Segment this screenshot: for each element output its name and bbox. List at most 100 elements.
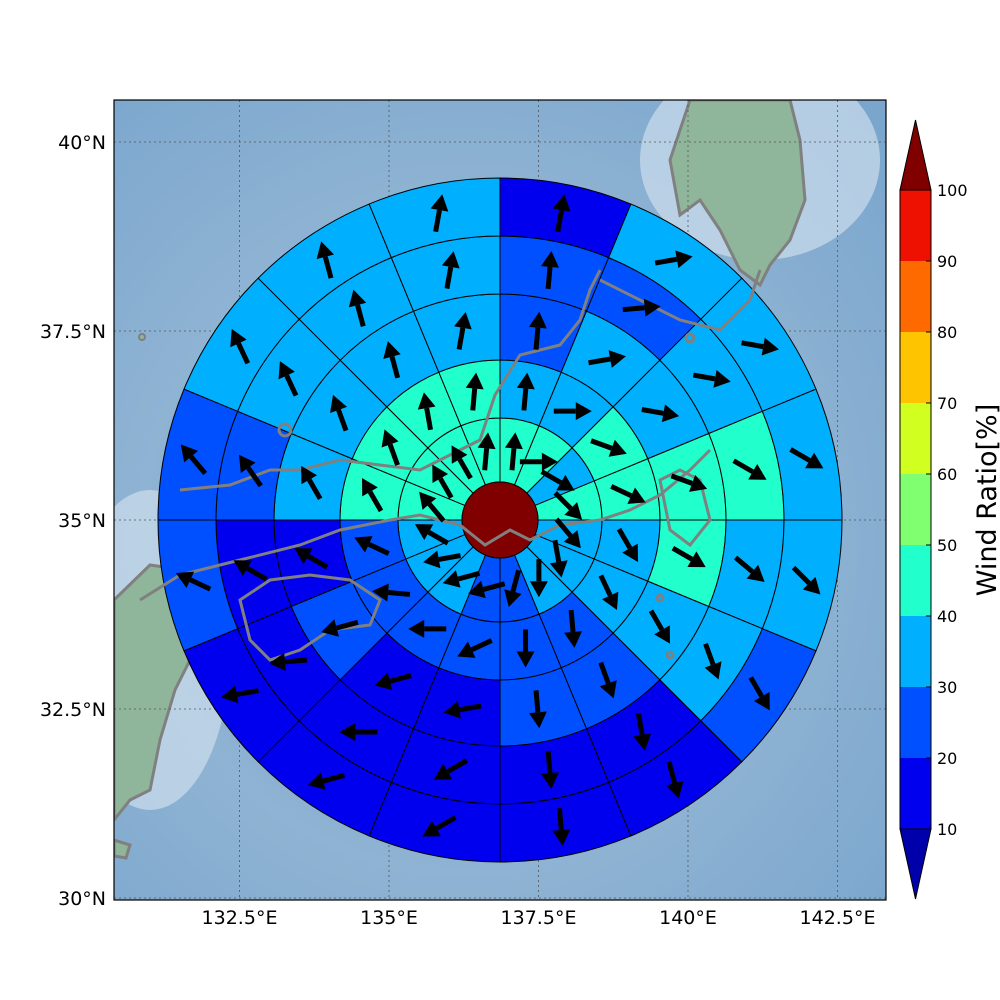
wind-arrow-head <box>805 452 824 469</box>
wind-arrow-shaft <box>610 484 633 498</box>
wind-arrow-head <box>414 524 434 540</box>
wind-arrow-head <box>348 289 367 308</box>
lon-tick-label: 140°E <box>659 907 717 929</box>
wind-arrow-shaft <box>427 502 446 523</box>
wind-arrow-shaft <box>568 609 576 633</box>
wind-arrow-head <box>175 571 195 588</box>
colorbar-segment <box>900 687 931 758</box>
wind-arrow-head <box>802 576 821 595</box>
wind-arrow-head <box>230 328 247 348</box>
colorbar-frame <box>899 189 932 830</box>
wind-arrow-shaft <box>791 565 811 585</box>
wind-arrow-head <box>552 194 571 212</box>
wind-arrow-head <box>516 651 535 668</box>
wind-arrow-shaft <box>470 638 493 653</box>
wind-arrow-shaft <box>641 407 664 416</box>
colorbar-segment <box>900 190 931 261</box>
wind-arrow-shaft <box>433 209 442 233</box>
colorbar-segment <box>900 403 931 474</box>
wind-arrow-head <box>753 691 770 711</box>
wind-arrow-shaft <box>654 256 678 266</box>
wind-arrow-head <box>575 402 592 421</box>
lat-tick-label: 30°N <box>58 888 106 910</box>
wind-arrow-shaft <box>692 372 716 382</box>
colorbar-tick-label: 40 <box>937 607 957 626</box>
wind-arrow-head <box>627 487 646 504</box>
wind-arrow-head <box>761 337 779 356</box>
wind-arrow-head <box>599 680 617 699</box>
wind-arrow-head <box>430 194 449 212</box>
lat-tick-label: 35°N <box>58 510 106 532</box>
wind-arrow-head <box>307 772 326 790</box>
latitude-labels: 40°N 37.5°N 35°N 32.5°N 30°N <box>40 132 106 910</box>
wind-arrow-shaft <box>306 553 329 570</box>
wind-arrow-head <box>269 652 286 671</box>
wind-arrow-shaft <box>246 566 268 582</box>
wind-arrow-head <box>602 591 619 610</box>
center-cell <box>461 481 539 559</box>
wind-arrow-shaft <box>246 466 263 488</box>
wind-arrow-shaft <box>732 458 754 474</box>
wind-arrow-head <box>374 672 393 690</box>
wind-arrow-head <box>665 780 684 799</box>
colorbar: 10 20 30 40 50 60 70 80 90 100 <box>899 119 968 900</box>
coastline-overlay <box>139 269 762 662</box>
wind-arrow-head <box>748 463 767 480</box>
wind-arrow-head <box>233 560 252 577</box>
wind-arrow-head <box>372 583 389 602</box>
wind-arrow-shaft <box>741 340 764 350</box>
lat-tick-label: 32.5°N <box>40 699 106 721</box>
wind-arrow-shaft <box>590 438 613 451</box>
wind-arrow-shaft <box>552 539 562 563</box>
wind-arrow-head <box>622 543 638 563</box>
wind-arrow-shaft <box>670 473 693 486</box>
colorbar-tick-label: 80 <box>937 323 957 342</box>
wind-arrow-shaft <box>438 553 461 562</box>
coastline-islet-4 <box>684 332 696 344</box>
coastline-honshu-east <box>599 269 762 332</box>
wind-arrow-head <box>316 241 335 260</box>
wind-arrow-shaft <box>355 304 366 327</box>
wind-arrow-shaft <box>556 807 564 831</box>
wind-arrow-shaft <box>533 690 541 713</box>
wind-arrow-shaft <box>307 478 323 501</box>
wind-arrow-head <box>467 580 486 599</box>
wind-arrow-shaft <box>236 342 251 365</box>
wind-arrow-shaft <box>554 517 573 538</box>
wind-arrow-shaft <box>545 750 553 774</box>
wind-arrow-shaft <box>671 545 694 562</box>
wind-arrow-shaft <box>444 266 454 290</box>
wind-arrow-shaft <box>389 673 412 684</box>
wind-arrow-head <box>704 661 722 680</box>
wind-arrow-head <box>689 474 708 492</box>
wind-arrow-shaft <box>748 676 764 698</box>
lat-tick-label: 37.5°N <box>40 321 106 343</box>
wind-arrow-shaft <box>588 356 611 366</box>
wind-arrow-head <box>687 551 706 568</box>
wind-arrow-head <box>552 829 571 846</box>
wind-arrow-head <box>180 444 198 463</box>
colorbar-tick-label: 100 <box>937 181 968 200</box>
land-island-small <box>138 333 146 341</box>
wind-arrow-shaft <box>389 355 401 379</box>
wind-arrow-head <box>321 619 339 637</box>
colorbar-segment <box>900 758 931 829</box>
wind-arrow-head <box>457 641 476 658</box>
lon-tick-label: 142.5°E <box>800 907 876 929</box>
wind-arrow-shaft <box>789 447 811 463</box>
wind-arrow-head <box>529 581 548 598</box>
wind-arrow-shaft <box>438 477 454 499</box>
wind-arrow-shaft <box>598 574 613 597</box>
wind-arrow-shaft <box>367 542 390 556</box>
wind-arrow-head <box>221 685 239 704</box>
wind-arrow-shaft <box>457 570 481 582</box>
colorbar-segment <box>900 474 931 545</box>
wind-arrows <box>175 194 824 846</box>
wind-arrow-head <box>451 445 468 464</box>
wind-arrow-head <box>443 700 461 719</box>
wind-arrow-shaft <box>533 327 541 350</box>
wind-arrow-head <box>477 432 496 450</box>
wind-arrow-shaft <box>424 407 433 431</box>
wind-arrow-shaft <box>616 527 633 550</box>
